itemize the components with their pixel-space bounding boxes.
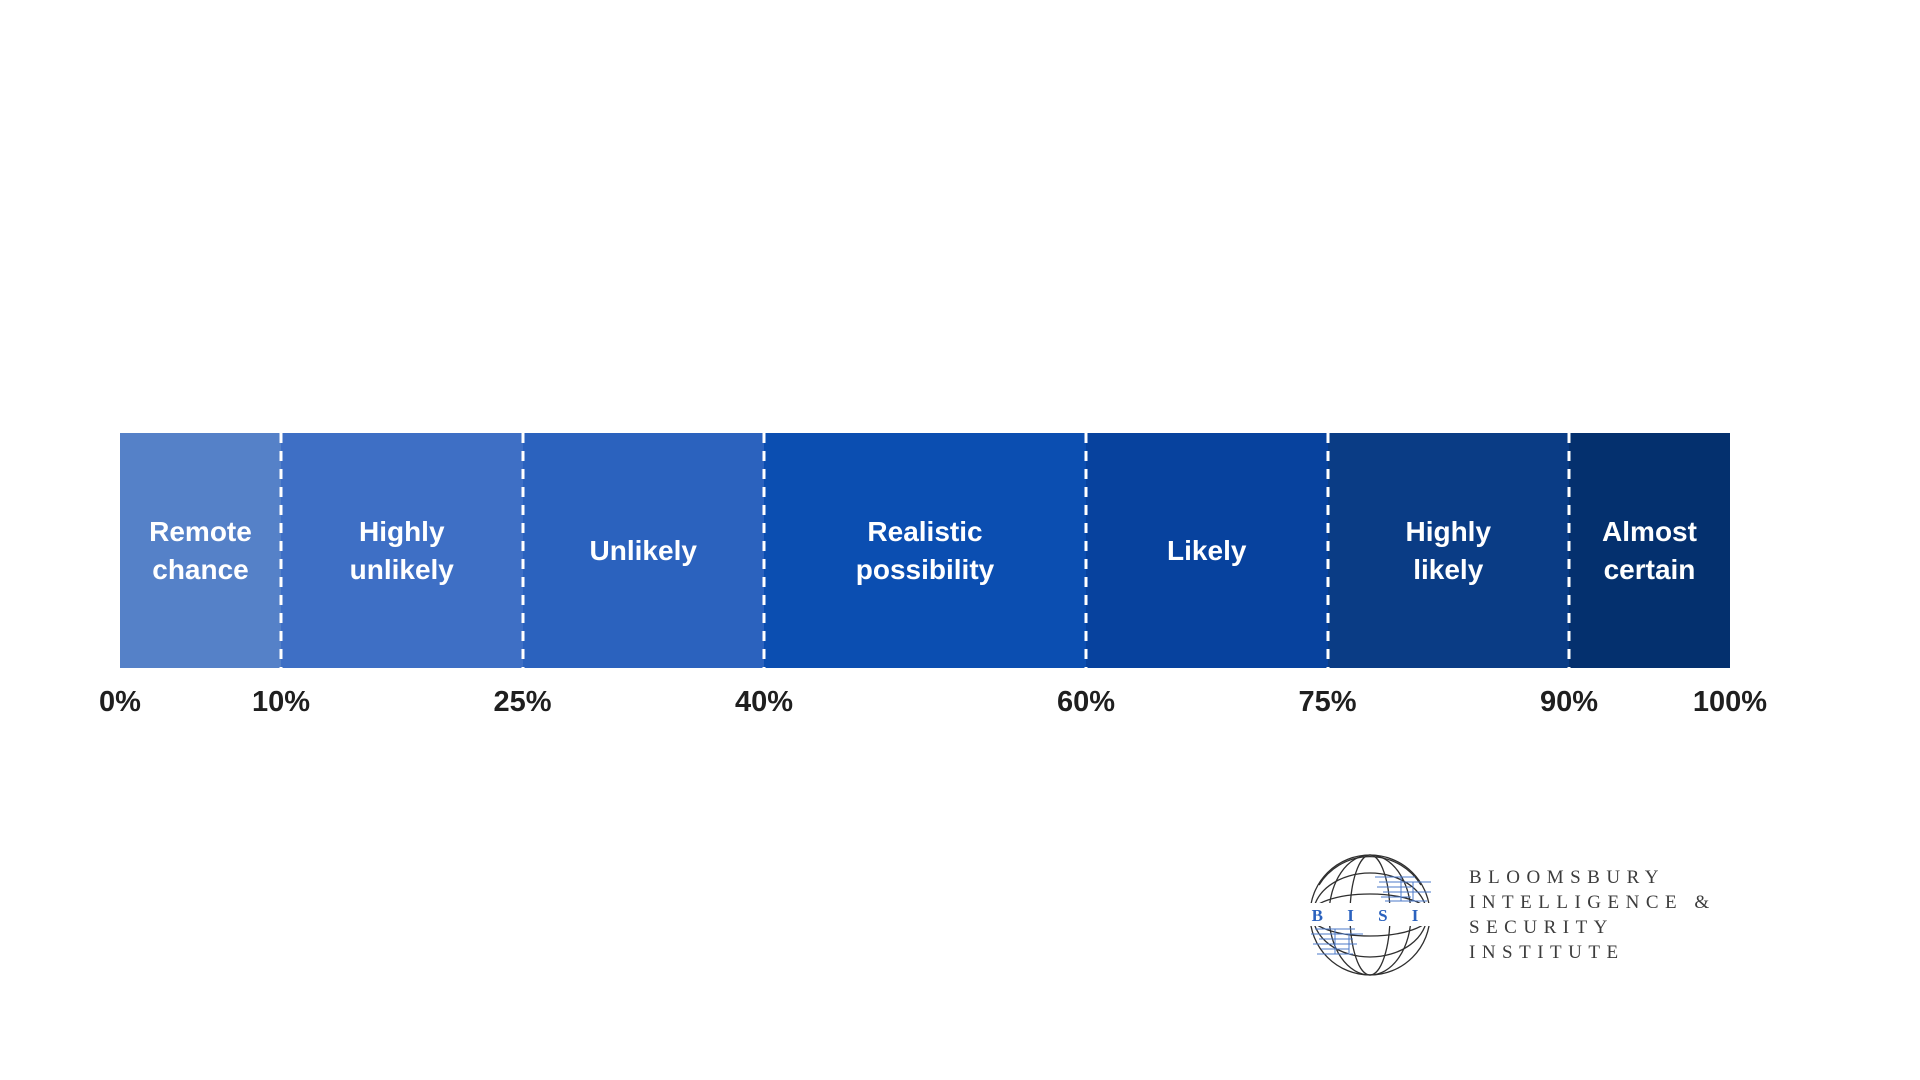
segment-realistic-possibility: Realistic possibility	[764, 433, 1086, 668]
segment-label: likely	[1413, 553, 1484, 585]
tick-label-75: 75%	[1298, 686, 1357, 718]
segment-label: Almost	[1602, 515, 1697, 547]
tick-label-10: 10%	[251, 686, 311, 718]
org-line-2: INTELLIGENCE &	[1469, 892, 1716, 913]
org-line-1: BLOOMSBURY	[1469, 867, 1665, 888]
dashed-separator-40pct	[762, 433, 766, 668]
segment-highly-unlikely: Highly unlikely	[281, 433, 523, 668]
bisi-globe-logo: B I S I	[1305, 854, 1441, 976]
org-name-block: BLOOMSBURY INTELLIGENCE & SECURITY INSTI…	[1469, 865, 1716, 965]
dashed-separator-75pct	[1326, 433, 1329, 668]
segment-remote-chance: Remote chance	[120, 433, 281, 668]
segment-unlikely: Unlikely	[522, 433, 764, 668]
segment-label: certain	[1603, 553, 1696, 585]
probability-scale-bar: Remote chance Highly unlikely Unlikely R…	[120, 433, 1730, 668]
segment-label: Highly	[358, 515, 445, 547]
bisi-acronym: B I S I	[1312, 906, 1429, 925]
segment-highly-likely: Highly likely	[1327, 433, 1569, 668]
segment-likely: Likely	[1086, 433, 1328, 668]
tick-label-0: 0%	[99, 686, 141, 718]
tick-label-90: 90%	[1539, 686, 1599, 718]
segment-label: chance	[152, 553, 249, 585]
tick-label-60: 60%	[1056, 686, 1116, 718]
dashed-separator-25pct	[521, 433, 524, 668]
segment-label: Unlikely	[589, 534, 697, 566]
tick-label-25: 25%	[493, 686, 552, 718]
org-line-4: INSTITUTE	[1469, 942, 1625, 963]
segment-label: Highly	[1405, 515, 1492, 547]
segment-almost-certain: Almost certain	[1569, 433, 1730, 668]
segment-label: unlikely	[349, 553, 454, 585]
tick-label-100: 100%	[1692, 686, 1768, 718]
segment-label: Remote	[149, 515, 252, 547]
percentage-axis: 0% 10% 25% 40% 60% 75% 90% 100%	[99, 686, 1767, 726]
tick-label-40: 40%	[734, 686, 794, 718]
org-line-3: SECURITY	[1469, 917, 1614, 938]
dashed-separator-90pct	[1567, 433, 1571, 668]
segment-label: Likely	[1167, 534, 1247, 566]
segment-label: possibility	[855, 553, 995, 585]
dashed-separator-10pct	[279, 433, 283, 668]
bisi-branding: B I S I BLOOMSBURY INTELLIGENCE & SECURI…	[1305, 843, 1865, 1003]
segment-label: Realistic	[867, 515, 983, 547]
dashed-separator-60pct	[1084, 433, 1088, 668]
